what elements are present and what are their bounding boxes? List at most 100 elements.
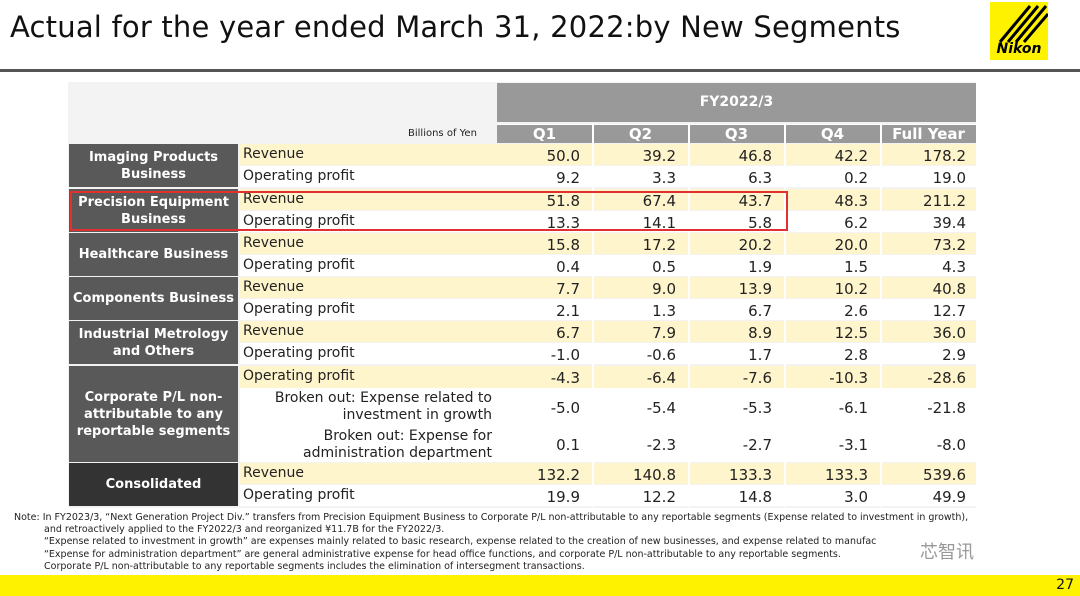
row-label: Broken out: Expense for administration d…: [303, 428, 492, 461]
cell-value: -1.0: [550, 346, 580, 364]
cell-value: 19.0: [932, 169, 966, 187]
cell-value: 539.6: [923, 466, 966, 484]
cell-value: 13.9: [738, 280, 772, 298]
table-row: [240, 321, 976, 342]
note-line: Corporate P/L non-attributable to any re…: [44, 560, 585, 572]
cell-value: 2.8: [844, 346, 868, 364]
table-row: [240, 463, 976, 484]
cell-value: 6.7: [556, 324, 580, 342]
cell-value: 12.2: [642, 488, 676, 506]
cell-value: -5.3: [742, 399, 772, 417]
cell-value: 2.6: [844, 302, 868, 320]
cell-value: 13.3: [546, 214, 580, 232]
cell-value: 12.7: [932, 302, 966, 320]
cell-value: -6.1: [838, 399, 868, 417]
table-row: [240, 277, 976, 298]
cell-value: 67.4: [642, 192, 676, 210]
footer-bar: 27: [0, 575, 1080, 596]
note-line: Note: In FY2023/3, “Next Generation Proj…: [14, 512, 969, 523]
cell-value: 3.3: [652, 169, 676, 187]
cell-value: 14.1: [642, 214, 676, 232]
cell-value: -6.4: [646, 369, 676, 387]
table-row: [240, 144, 976, 165]
row-label: Revenue: [243, 146, 304, 162]
cell-value: -4.3: [550, 369, 580, 387]
table-row: [240, 189, 976, 210]
column-divider: [688, 124, 690, 507]
page-title: Actual for the year ended March 31, 2022…: [10, 10, 901, 44]
row-label: Revenue: [243, 465, 304, 481]
table-row: [240, 485, 976, 506]
column-divider: [880, 124, 882, 507]
cell-value: 133.3: [825, 466, 868, 484]
note-line: “Expense related to investment in growth…: [44, 536, 877, 548]
row-label: Revenue: [243, 191, 304, 207]
segment-label: Corporate P/L non-attributable to any re…: [69, 366, 238, 462]
row-label: Revenue: [243, 323, 304, 339]
cell-value: 178.2: [923, 147, 966, 165]
column-header: Q1: [497, 124, 592, 143]
column-header: Full Year: [881, 124, 976, 143]
segment-label: Components Business: [69, 277, 238, 320]
table-row: [240, 299, 976, 320]
note-line: “Expense for administration department” …: [44, 548, 841, 560]
cell-value: -2.7: [742, 436, 772, 454]
cell-value: 9.2: [556, 169, 580, 187]
cell-value: 73.2: [932, 236, 966, 254]
segment-label: Industrial Metrology and Others: [69, 321, 238, 364]
column-divider: [592, 124, 594, 507]
cell-value: 9.0: [652, 280, 676, 298]
row-label: Operating profit: [243, 345, 355, 361]
column-header: Q2: [593, 124, 688, 143]
logo-rays-icon: [998, 5, 1048, 43]
cell-value: 7.7: [556, 280, 580, 298]
cell-value: 6.3: [748, 169, 772, 187]
highlight-box: [70, 191, 788, 231]
cell-value: 132.2: [537, 466, 580, 484]
cell-value: 0.1: [556, 436, 580, 454]
cell-value: 51.8: [546, 192, 580, 210]
table-row: [240, 255, 976, 276]
cell-value: 8.9: [748, 324, 772, 342]
table-row: [240, 343, 976, 364]
row-label: Operating profit: [243, 213, 355, 229]
cell-value: -5.4: [646, 399, 676, 417]
cell-value: -8.0: [936, 436, 966, 454]
cell-value: 6.2: [844, 214, 868, 232]
row-label: Operating profit: [243, 257, 355, 273]
cell-value: 49.9: [932, 488, 966, 506]
cell-value: 36.0: [932, 324, 966, 342]
cell-value: 46.8: [738, 147, 772, 165]
cell-value: 4.3: [942, 258, 966, 276]
cell-value: -3.1: [838, 436, 868, 454]
cell-value: 14.8: [738, 488, 772, 506]
cell-value: 0.2: [844, 169, 868, 187]
cell-value: 39.4: [932, 214, 966, 232]
cell-value: 2.9: [942, 346, 966, 364]
table-row: [240, 211, 976, 232]
cell-value: -2.3: [646, 436, 676, 454]
cell-value: 39.2: [642, 147, 676, 165]
segment-label: Consolidated: [69, 463, 238, 506]
note-line: and retroactively applied to the FY2022/…: [44, 524, 445, 536]
row-label: Operating profit: [243, 301, 355, 317]
cell-value: 50.0: [546, 147, 580, 165]
table-row: [240, 233, 976, 254]
table-row: [240, 366, 976, 388]
cell-value: 10.2: [834, 280, 868, 298]
cell-value: 40.8: [932, 280, 966, 298]
period-header: FY2022/3: [497, 83, 976, 122]
row-label: Broken out: Expense related to investmen…: [274, 390, 492, 423]
table-row: [240, 166, 976, 187]
row-label: Operating profit: [243, 168, 355, 184]
cell-value: 19.9: [546, 488, 580, 506]
cell-value: 48.3: [834, 192, 868, 210]
watermark: 芯智讯: [920, 542, 974, 563]
cell-value: 1.3: [652, 302, 676, 320]
row-label: Operating profit: [243, 368, 355, 384]
cell-value: -10.3: [829, 369, 868, 387]
notes: Note: In FY2023/3, “Next Generation Proj…: [14, 512, 1064, 573]
nikon-logo: Nikon: [990, 2, 1048, 60]
cell-value: 17.2: [642, 236, 676, 254]
cell-value: 140.8: [633, 466, 676, 484]
